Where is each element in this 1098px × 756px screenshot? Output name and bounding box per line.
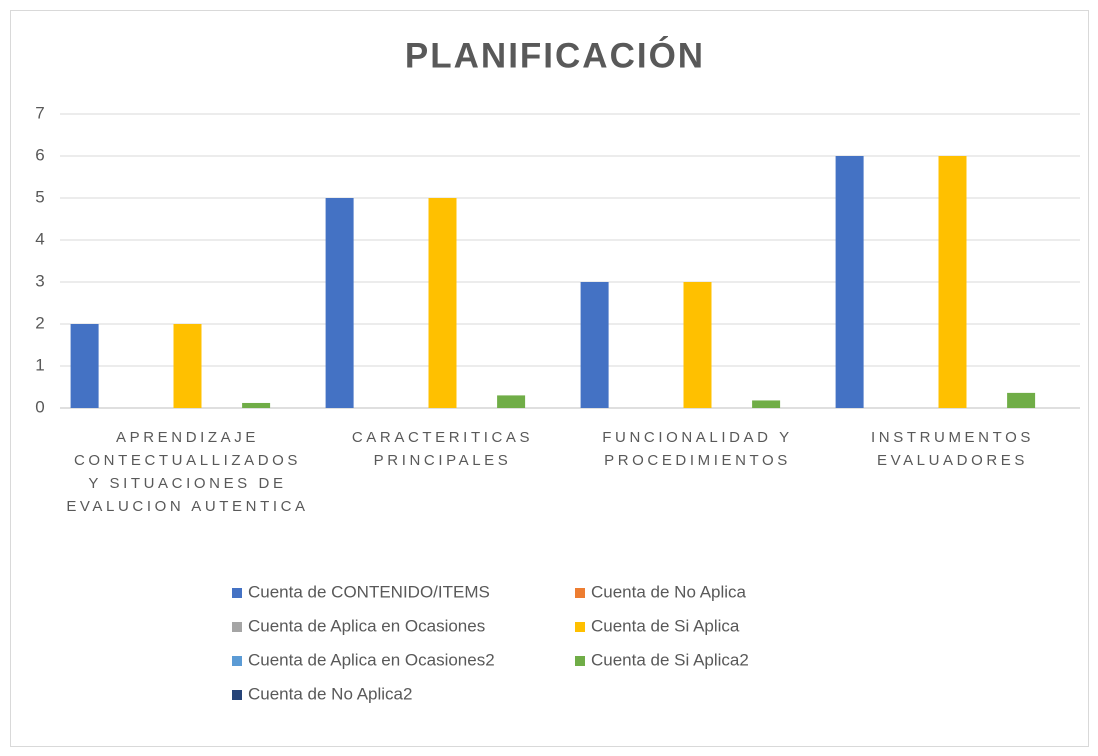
legend-swatch [232, 622, 242, 632]
chart-border [10, 10, 1089, 747]
y-tick-label: 6 [35, 145, 44, 164]
x-tick-label: FUNCIONALIDAD Y PROCEDIMIENTOS [602, 429, 793, 469]
bar [1007, 392, 1036, 408]
bar [325, 198, 354, 408]
legend-swatch [575, 656, 585, 666]
legend-label: Cuenta de No Aplica [591, 582, 747, 601]
legend-swatch [232, 690, 242, 700]
bar [428, 198, 457, 408]
y-tick-label: 3 [35, 271, 44, 290]
bar [835, 156, 864, 408]
bar [242, 402, 271, 408]
y-tick-label: 1 [35, 355, 44, 374]
bar [683, 282, 712, 408]
legend-label: Cuenta de CONTENIDO/ITEMS [248, 582, 490, 601]
legend-swatch [232, 656, 242, 666]
bar [70, 324, 99, 408]
legend-label: Cuenta de Si Aplica [591, 616, 740, 635]
bar [752, 400, 781, 408]
x-tick-label: CARACTERITICAS PRINCIPALES [351, 429, 534, 469]
y-tick-label: 4 [35, 229, 44, 248]
x-tick-label: APRENDIZAJE CONTECTUALLIZADOS Y SITUACIO… [66, 429, 309, 515]
bar [580, 282, 609, 408]
bar [497, 395, 526, 408]
legend-swatch [575, 622, 585, 632]
legend-swatch [575, 588, 585, 598]
x-tick-label: INSTRUMENTOS EVALUADORES [871, 429, 1034, 469]
y-tick-label: 7 [35, 103, 44, 122]
legend-label: Cuenta de Aplica en Ocasiones [248, 616, 485, 635]
bar [938, 156, 967, 408]
y-tick-label: 0 [35, 397, 44, 416]
legend-label: Cuenta de No Aplica2 [248, 684, 412, 703]
y-tick-label: 5 [35, 187, 44, 206]
legend-swatch [232, 588, 242, 598]
legend-label: Cuenta de Aplica en Ocasiones2 [248, 650, 495, 669]
y-tick-label: 2 [35, 313, 44, 332]
legend-label: Cuenta de Si Aplica2 [591, 650, 749, 669]
chart-title: PLANIFICACIÓN [405, 35, 705, 75]
bar [173, 324, 202, 408]
